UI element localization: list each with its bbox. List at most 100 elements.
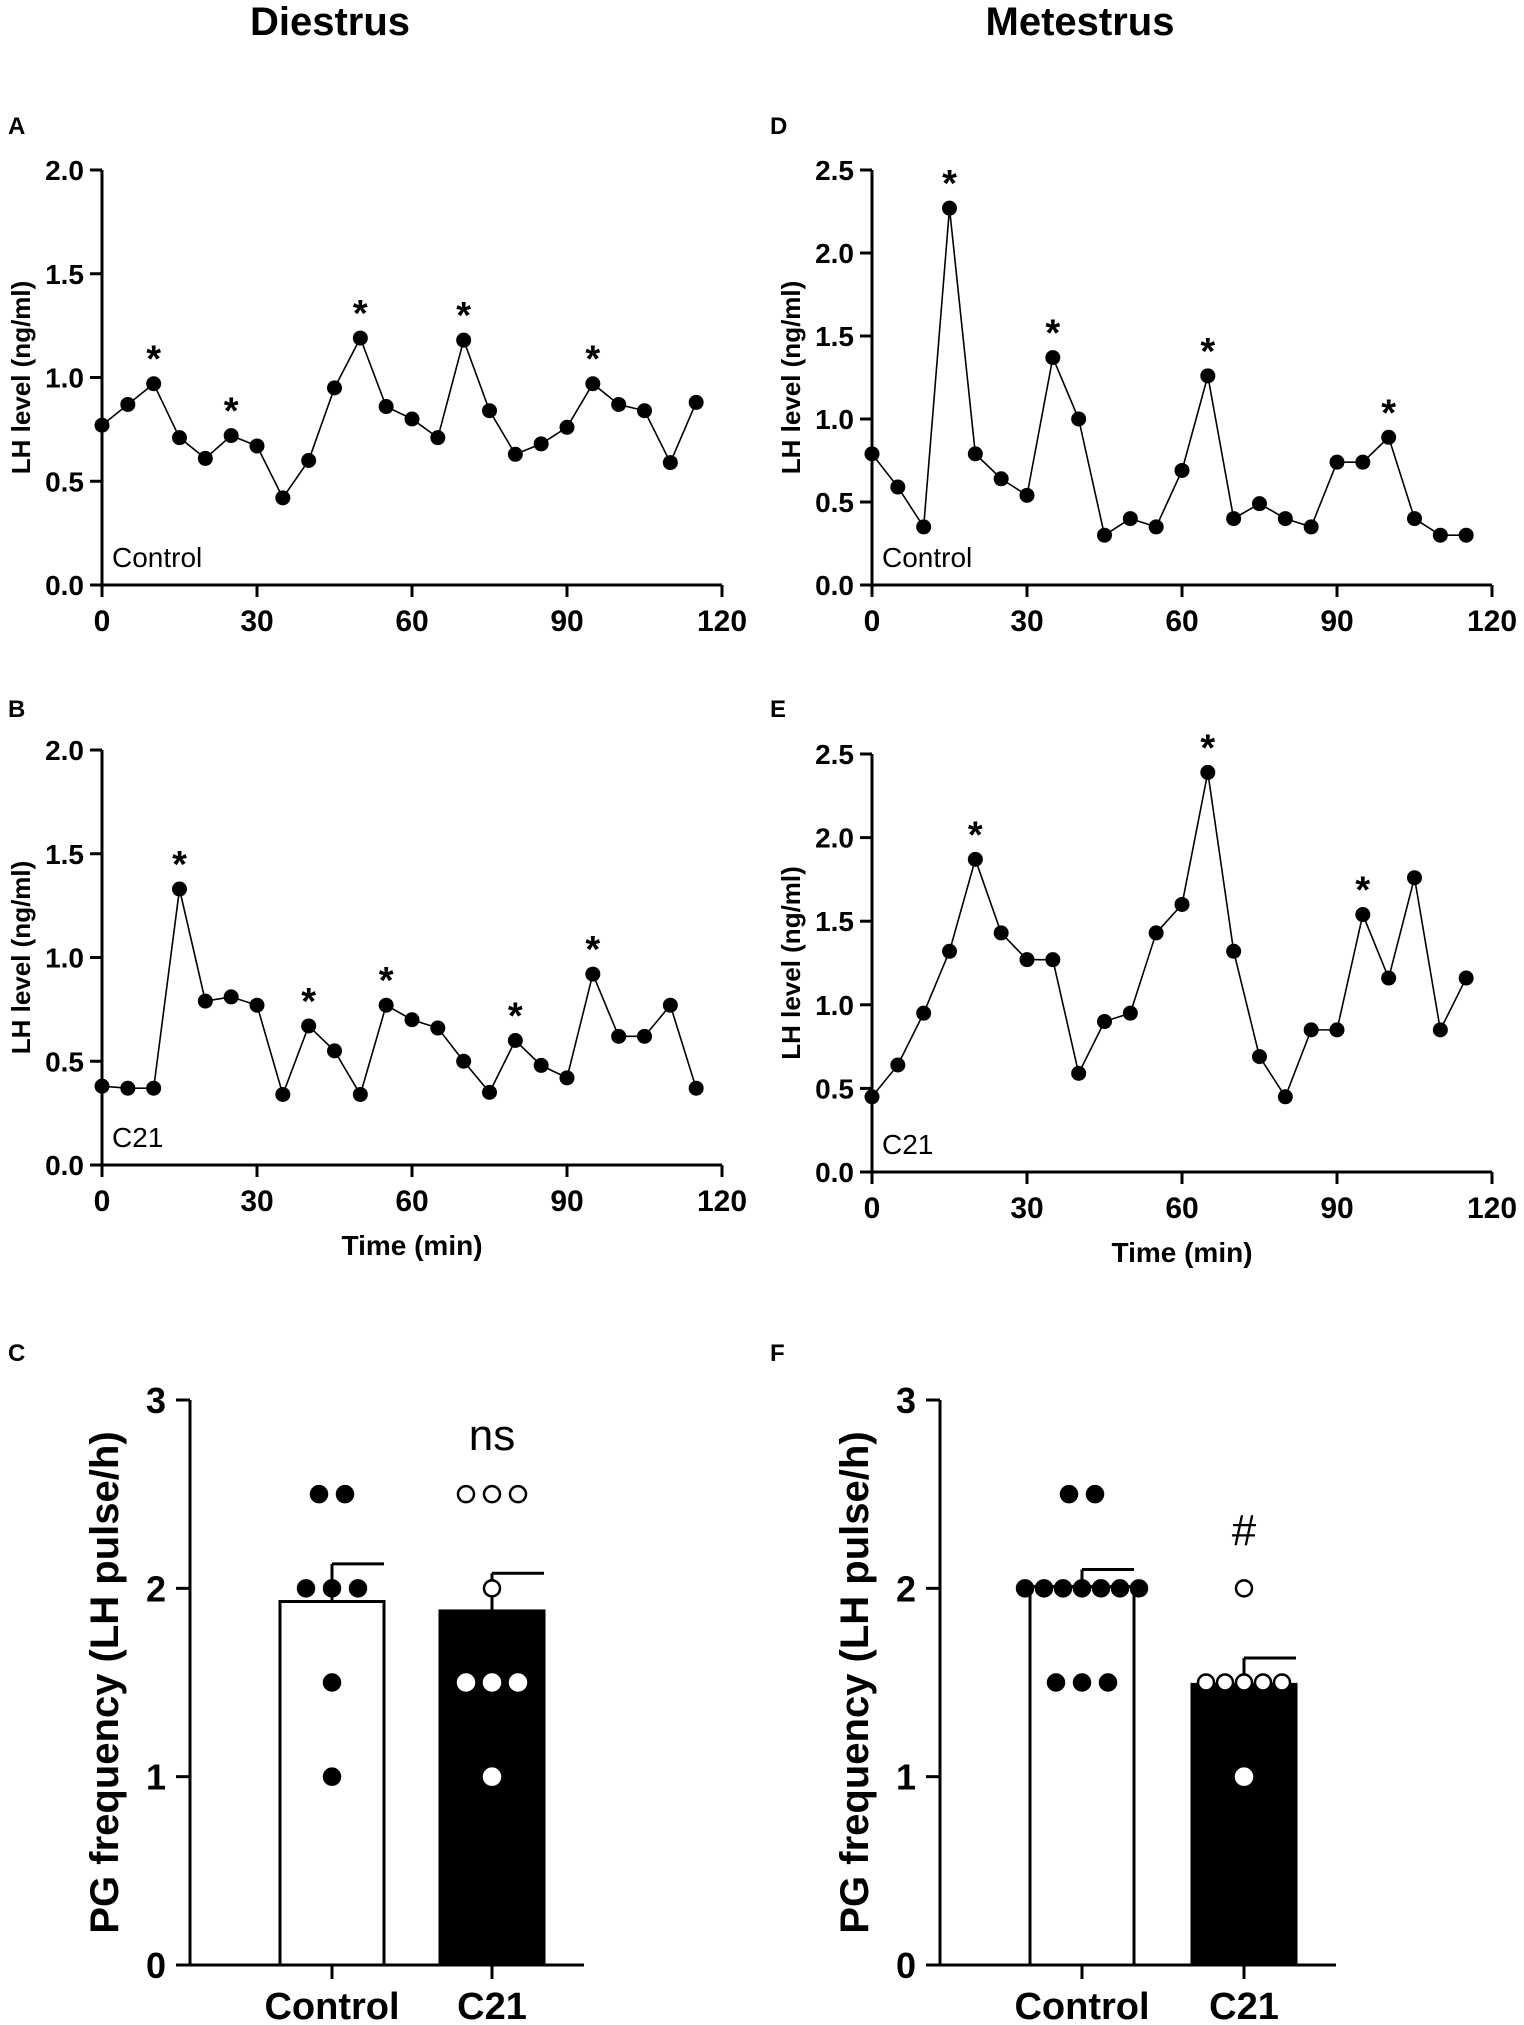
c-category-label: Control — [264, 1986, 399, 2025]
f-category-label: Control — [1014, 1986, 1149, 2025]
a-x-tick-label: 30 — [240, 605, 273, 638]
a-data-point — [249, 438, 265, 454]
f-y-tick-label: 1 — [896, 1757, 916, 1798]
a-y-tick-label: 2.0 — [45, 155, 84, 186]
e-y-tick-label: 2.0 — [815, 823, 854, 854]
f-individual-point — [1072, 1579, 1092, 1598]
d-data-point — [1303, 519, 1319, 535]
a-data-point — [482, 403, 497, 419]
b-y-axis-label: LH level (ng/ml) — [6, 861, 36, 1055]
e-y-tick-label: 0.5 — [815, 1073, 854, 1104]
e-data-point — [1252, 1049, 1267, 1065]
b-x-axis-label: Time (min) — [341, 1230, 482, 1261]
d-data-point — [1122, 511, 1138, 527]
f-individual-point — [1046, 1673, 1066, 1692]
a-x-tick-label: 90 — [550, 605, 583, 638]
a-data-point — [404, 411, 420, 427]
f-bar-control — [1028, 1584, 1136, 1967]
a-data-point — [327, 380, 342, 396]
a-y-tick-label: 0.5 — [45, 466, 84, 497]
f-y-tick-label: 2 — [896, 1568, 916, 1609]
c-significance-annotation: ns — [469, 1411, 515, 1460]
c-individual-point — [322, 1579, 342, 1598]
e-y-tick-label: 1.0 — [815, 990, 854, 1021]
e-x-tick-label: 60 — [1165, 1192, 1198, 1225]
b-data-point — [404, 1012, 420, 1028]
e-peak-marker: * — [1200, 727, 1215, 769]
f-individual-point — [1110, 1579, 1130, 1598]
e-group-label: C21 — [882, 1129, 933, 1160]
b-x-tick-label: 30 — [240, 1185, 273, 1218]
d-data-point — [916, 519, 932, 535]
c-individual-point — [309, 1484, 329, 1504]
e-data-point — [993, 925, 1009, 941]
e-data-point — [1200, 764, 1216, 780]
a-y-tick-label: 0.0 — [45, 570, 84, 601]
d-data-point — [1148, 519, 1164, 535]
a-data-point — [662, 455, 678, 471]
c-y-tick-label: 0 — [146, 1945, 166, 1986]
a-data-point — [456, 332, 472, 348]
f-individual-point — [1072, 1673, 1092, 1692]
d-y-axis-label: LH level (ng/ml) — [776, 281, 806, 475]
f-y-tick-label: 3 — [896, 1380, 916, 1421]
d-y-tick-label: 0.0 — [815, 570, 854, 601]
f-individual-point — [1196, 1673, 1216, 1692]
a-x-tick-label: 120 — [697, 605, 747, 638]
a-peak-marker: * — [224, 391, 239, 433]
a-data-point — [94, 417, 110, 433]
a-x-tick-label: 60 — [395, 605, 428, 638]
b-data-point — [172, 881, 187, 897]
c-category-label: C21 — [457, 1986, 527, 2025]
d-data-point — [1432, 527, 1448, 543]
f-individual-point — [1234, 1767, 1254, 1786]
e-data-point — [1303, 1022, 1319, 1038]
b-data-point — [456, 1053, 472, 1069]
a-data-point — [146, 376, 162, 392]
b-group-label: C21 — [112, 1122, 163, 1153]
c-individual-point — [482, 1673, 502, 1692]
b-data-point — [301, 1018, 317, 1034]
d-data-point — [1071, 411, 1087, 427]
d-peak-marker: * — [1381, 392, 1396, 434]
b-data-point — [94, 1078, 110, 1094]
d-data-point — [1174, 462, 1190, 478]
a-data-point — [688, 394, 704, 410]
b-data-point — [662, 997, 678, 1013]
f-y-tick-label: 0 — [896, 1945, 916, 1986]
b-y-tick-label: 0.5 — [45, 1046, 84, 1077]
f-category-label: C21 — [1209, 1986, 1279, 2025]
e-y-tick-label: 0.0 — [815, 1157, 854, 1188]
b-y-tick-label: 2.0 — [45, 735, 84, 766]
d-y-tick-label: 2.0 — [815, 238, 854, 269]
f-individual-point — [1059, 1484, 1079, 1504]
b-data-point — [482, 1084, 497, 1100]
c-individual-point — [508, 1673, 528, 1692]
f-individual-point — [1253, 1673, 1273, 1692]
a-data-point — [533, 436, 549, 452]
c-individual-point — [348, 1579, 368, 1598]
d-x-tick-label: 90 — [1320, 605, 1353, 638]
b-x-tick-label: 120 — [697, 1185, 747, 1218]
a-data-point — [585, 376, 601, 392]
c-individual-point — [508, 1484, 528, 1504]
d-data-point — [993, 471, 1009, 487]
f-individual-point — [1034, 1579, 1054, 1598]
f-individual-point — [1053, 1579, 1073, 1598]
e-data-point — [890, 1057, 906, 1073]
d-data-point — [1226, 511, 1242, 527]
panel-letter-d: D — [770, 113, 788, 140]
d-data-point — [942, 200, 957, 216]
e-y-tick-label: 2.5 — [815, 739, 854, 770]
a-y-tick-label: 1.5 — [45, 259, 84, 290]
panel-letter-a: A — [8, 113, 26, 140]
b-data-point — [120, 1080, 136, 1096]
e-series-line — [871, 772, 1467, 1099]
d-y-tick-label: 1.0 — [815, 404, 854, 435]
e-data-point — [1122, 1005, 1138, 1021]
b-data-point — [533, 1057, 549, 1073]
f-y-axis-label: PG frequency (LH pulse/h) — [833, 1431, 877, 1933]
d-x-tick-label: 0 — [864, 605, 881, 638]
d-peak-marker: * — [1045, 313, 1060, 355]
f-individual-point — [1129, 1579, 1149, 1598]
